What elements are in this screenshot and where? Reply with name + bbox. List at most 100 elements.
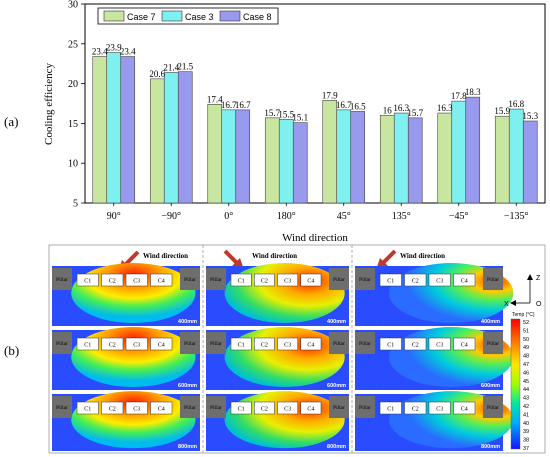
cell-box — [453, 337, 476, 351]
cell-label: C2 — [261, 407, 268, 413]
colorbar-ticks: 52 51 50 49 48 47 46 45 44 43 42 41 40 39 38 37 — [523, 320, 529, 452]
bar-case-3-3 — [278, 119, 294, 204]
contour-map-r3-c1: Pillar Pillar C1 C2 C3 C4 800mm — [52, 391, 200, 451]
cell-box — [277, 401, 298, 415]
colorbar-tick-label: 42 — [523, 404, 529, 410]
pillar-left — [52, 268, 72, 290]
cell-box — [428, 401, 451, 415]
cell-box — [277, 273, 298, 287]
cell-label: C4 — [158, 279, 165, 285]
bar-value-label: 16 — [383, 105, 393, 115]
z-axis-arrow — [527, 274, 533, 280]
colorbar-tick-label: 43 — [523, 396, 529, 402]
colorbar-tick-label: 49 — [523, 345, 529, 351]
x-tick-label: −135° — [504, 211, 529, 222]
cell-box — [453, 401, 476, 415]
height-label: 800mm — [481, 444, 500, 450]
wind-arrow — [380, 249, 397, 266]
bar-case-8-5 — [407, 117, 423, 204]
pillar-right — [180, 332, 200, 354]
colorbar-tick-label: 52 — [523, 320, 529, 326]
legend: Case 7 Case 3 Case 8 — [97, 7, 279, 25]
legend-label-case-3: Case 3 — [185, 12, 214, 22]
contour-map-r1-c1: Pillar Pillar C1 C2 C3 C4 400mm — [52, 263, 200, 326]
bar-case-7-7 — [494, 115, 510, 204]
cell-box — [428, 273, 451, 287]
bar-value-label: 15.9 — [494, 106, 510, 116]
cell-label: C1 — [238, 279, 245, 285]
height-label: 600mm — [327, 383, 346, 389]
contour-frame — [48, 244, 546, 454]
y-tick-label: 30 — [68, 0, 78, 11]
x-ticks-group: 90° −90° 0° 180° 45° 135° −45° −135° — [107, 203, 529, 222]
x-tick-label: 90° — [107, 211, 121, 222]
bar-value-label: 20.6 — [149, 69, 165, 79]
height-label: 400mm — [178, 319, 197, 325]
bar-value-label: 16.7 — [235, 100, 251, 110]
pillar-right — [483, 332, 503, 354]
cell-box — [404, 337, 427, 351]
bar-value-label: 15.3 — [522, 111, 538, 121]
pillar-right — [329, 268, 349, 290]
legend-swatch-case-8 — [219, 10, 241, 22]
height-label: 600mm — [178, 383, 197, 389]
cell-label: C2 — [412, 343, 419, 349]
bar-case-3-7 — [508, 108, 524, 204]
pillar-label: Pillar — [333, 277, 345, 283]
cell-box — [379, 337, 402, 351]
bar-value-label: 16.7 — [336, 100, 352, 110]
pillar-left — [355, 332, 375, 354]
cell-box — [277, 337, 298, 351]
cell-box — [300, 273, 322, 287]
bar-value-label: 23.4 — [120, 47, 136, 57]
cell-label: C3 — [284, 407, 291, 413]
cell-label: C3 — [133, 279, 140, 285]
bar-value-label: 16.7 — [221, 100, 237, 110]
y-tick-label: 20 — [68, 79, 78, 90]
cell-box — [101, 273, 124, 287]
cell-label: C1 — [238, 343, 245, 349]
colorbar-gradient — [510, 318, 521, 450]
x-tick-label: 0° — [224, 211, 233, 222]
pillar-left — [355, 396, 375, 418]
cell-box — [125, 337, 148, 351]
pillar-left — [206, 396, 226, 418]
cell-label: C1 — [84, 407, 91, 413]
legend-label-case-8: Case 8 — [243, 12, 272, 22]
bar-value-label: 23.9 — [106, 43, 122, 53]
cell-box — [150, 401, 173, 415]
cell-box — [150, 273, 173, 287]
contour-panel: Wind direction Wind direction Wind direc… — [48, 244, 546, 454]
cell-box — [76, 401, 99, 415]
bar-value-label: 16.3 — [437, 103, 453, 113]
bar-value-label: 17.9 — [322, 90, 338, 100]
pillar-left — [52, 396, 72, 418]
pillar-label: Pillar — [487, 341, 499, 347]
bar-value-label: 15.7 — [264, 108, 280, 118]
bar-value-label: 16.5 — [350, 101, 366, 111]
x-tick-label: 45° — [337, 211, 351, 222]
bar-case-8-1 — [177, 71, 193, 204]
cell-box — [254, 401, 275, 415]
cell-label: C1 — [84, 279, 91, 285]
cell-label: C4 — [461, 279, 468, 285]
z-axis-label: Z — [536, 275, 541, 282]
colorbar-tick-label: 38 — [523, 438, 529, 444]
pillar-label: Pillar — [210, 341, 222, 347]
bar-value-label: 23.4 — [92, 47, 108, 57]
cell-label: C4 — [307, 407, 314, 413]
bar-labels-group: 23.423.923.420.621.421.517.416.716.715.7… — [92, 43, 539, 123]
cell-label: C4 — [158, 407, 165, 413]
wind-label: Wind direction — [143, 252, 188, 260]
wind-label: Wind direction — [400, 252, 445, 260]
cell-box — [404, 401, 427, 415]
cell-box — [125, 273, 148, 287]
colorbar-tick-label: 41 — [523, 412, 529, 418]
colorbar-title: Temp (°C) — [512, 312, 535, 318]
bar-value-label: 17.8 — [451, 91, 467, 101]
x-tick-label: 180° — [277, 211, 296, 222]
colorbar-tick-label: 44 — [523, 387, 529, 393]
y-tick-label: 10 — [68, 159, 78, 170]
pillar-label: Pillar — [56, 405, 68, 411]
